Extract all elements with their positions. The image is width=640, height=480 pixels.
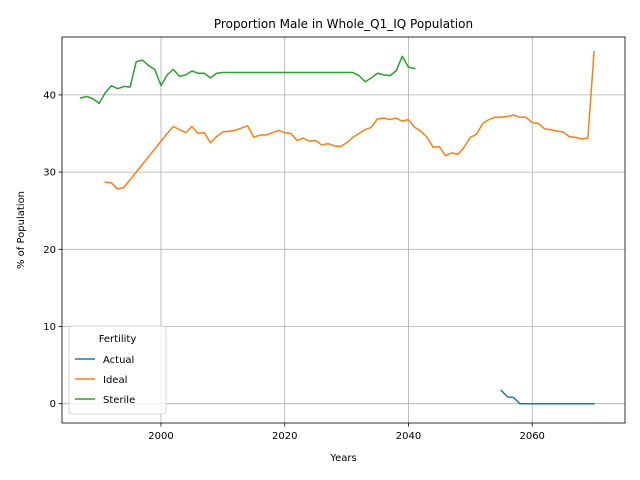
axis-ticks: 2000 2020 2040 2060 0 10 20 30 40 [43,90,545,442]
series-lines [79,50,595,405]
y-axis-label: % of Population [16,191,27,269]
x-tick-label: 2000 [148,431,173,442]
legend-entries: Actual Ideal Sterile [75,355,135,406]
y-tick-label: 0 [50,399,56,410]
x-tick-label: 2060 [519,431,544,442]
legend-label-sterile: Sterile [103,395,135,406]
y-tick-label: 30 [43,168,56,179]
legend-label-ideal: Ideal [103,375,127,386]
series-line-ideal [104,50,595,190]
y-tick-label: 40 [43,90,56,101]
y-tick-label: 20 [43,245,56,256]
grid [62,37,625,423]
legend-label-actual: Actual [103,355,134,366]
x-tick-label: 2040 [396,431,421,442]
x-tick-label: 2020 [272,431,297,442]
legend-box [68,325,167,415]
plot-frame [61,36,626,424]
series-line-actual [500,389,595,405]
y-tick-label: 10 [43,322,56,333]
legend-title: Fertility [99,334,137,345]
legend: Fertility Actual Ideal Sterile [68,325,167,415]
x-axis-label: Years [329,453,356,464]
series-line-sterile [79,55,416,105]
chart-title: Proportion Male in Whole_Q1_IQ Populatio… [214,17,473,31]
